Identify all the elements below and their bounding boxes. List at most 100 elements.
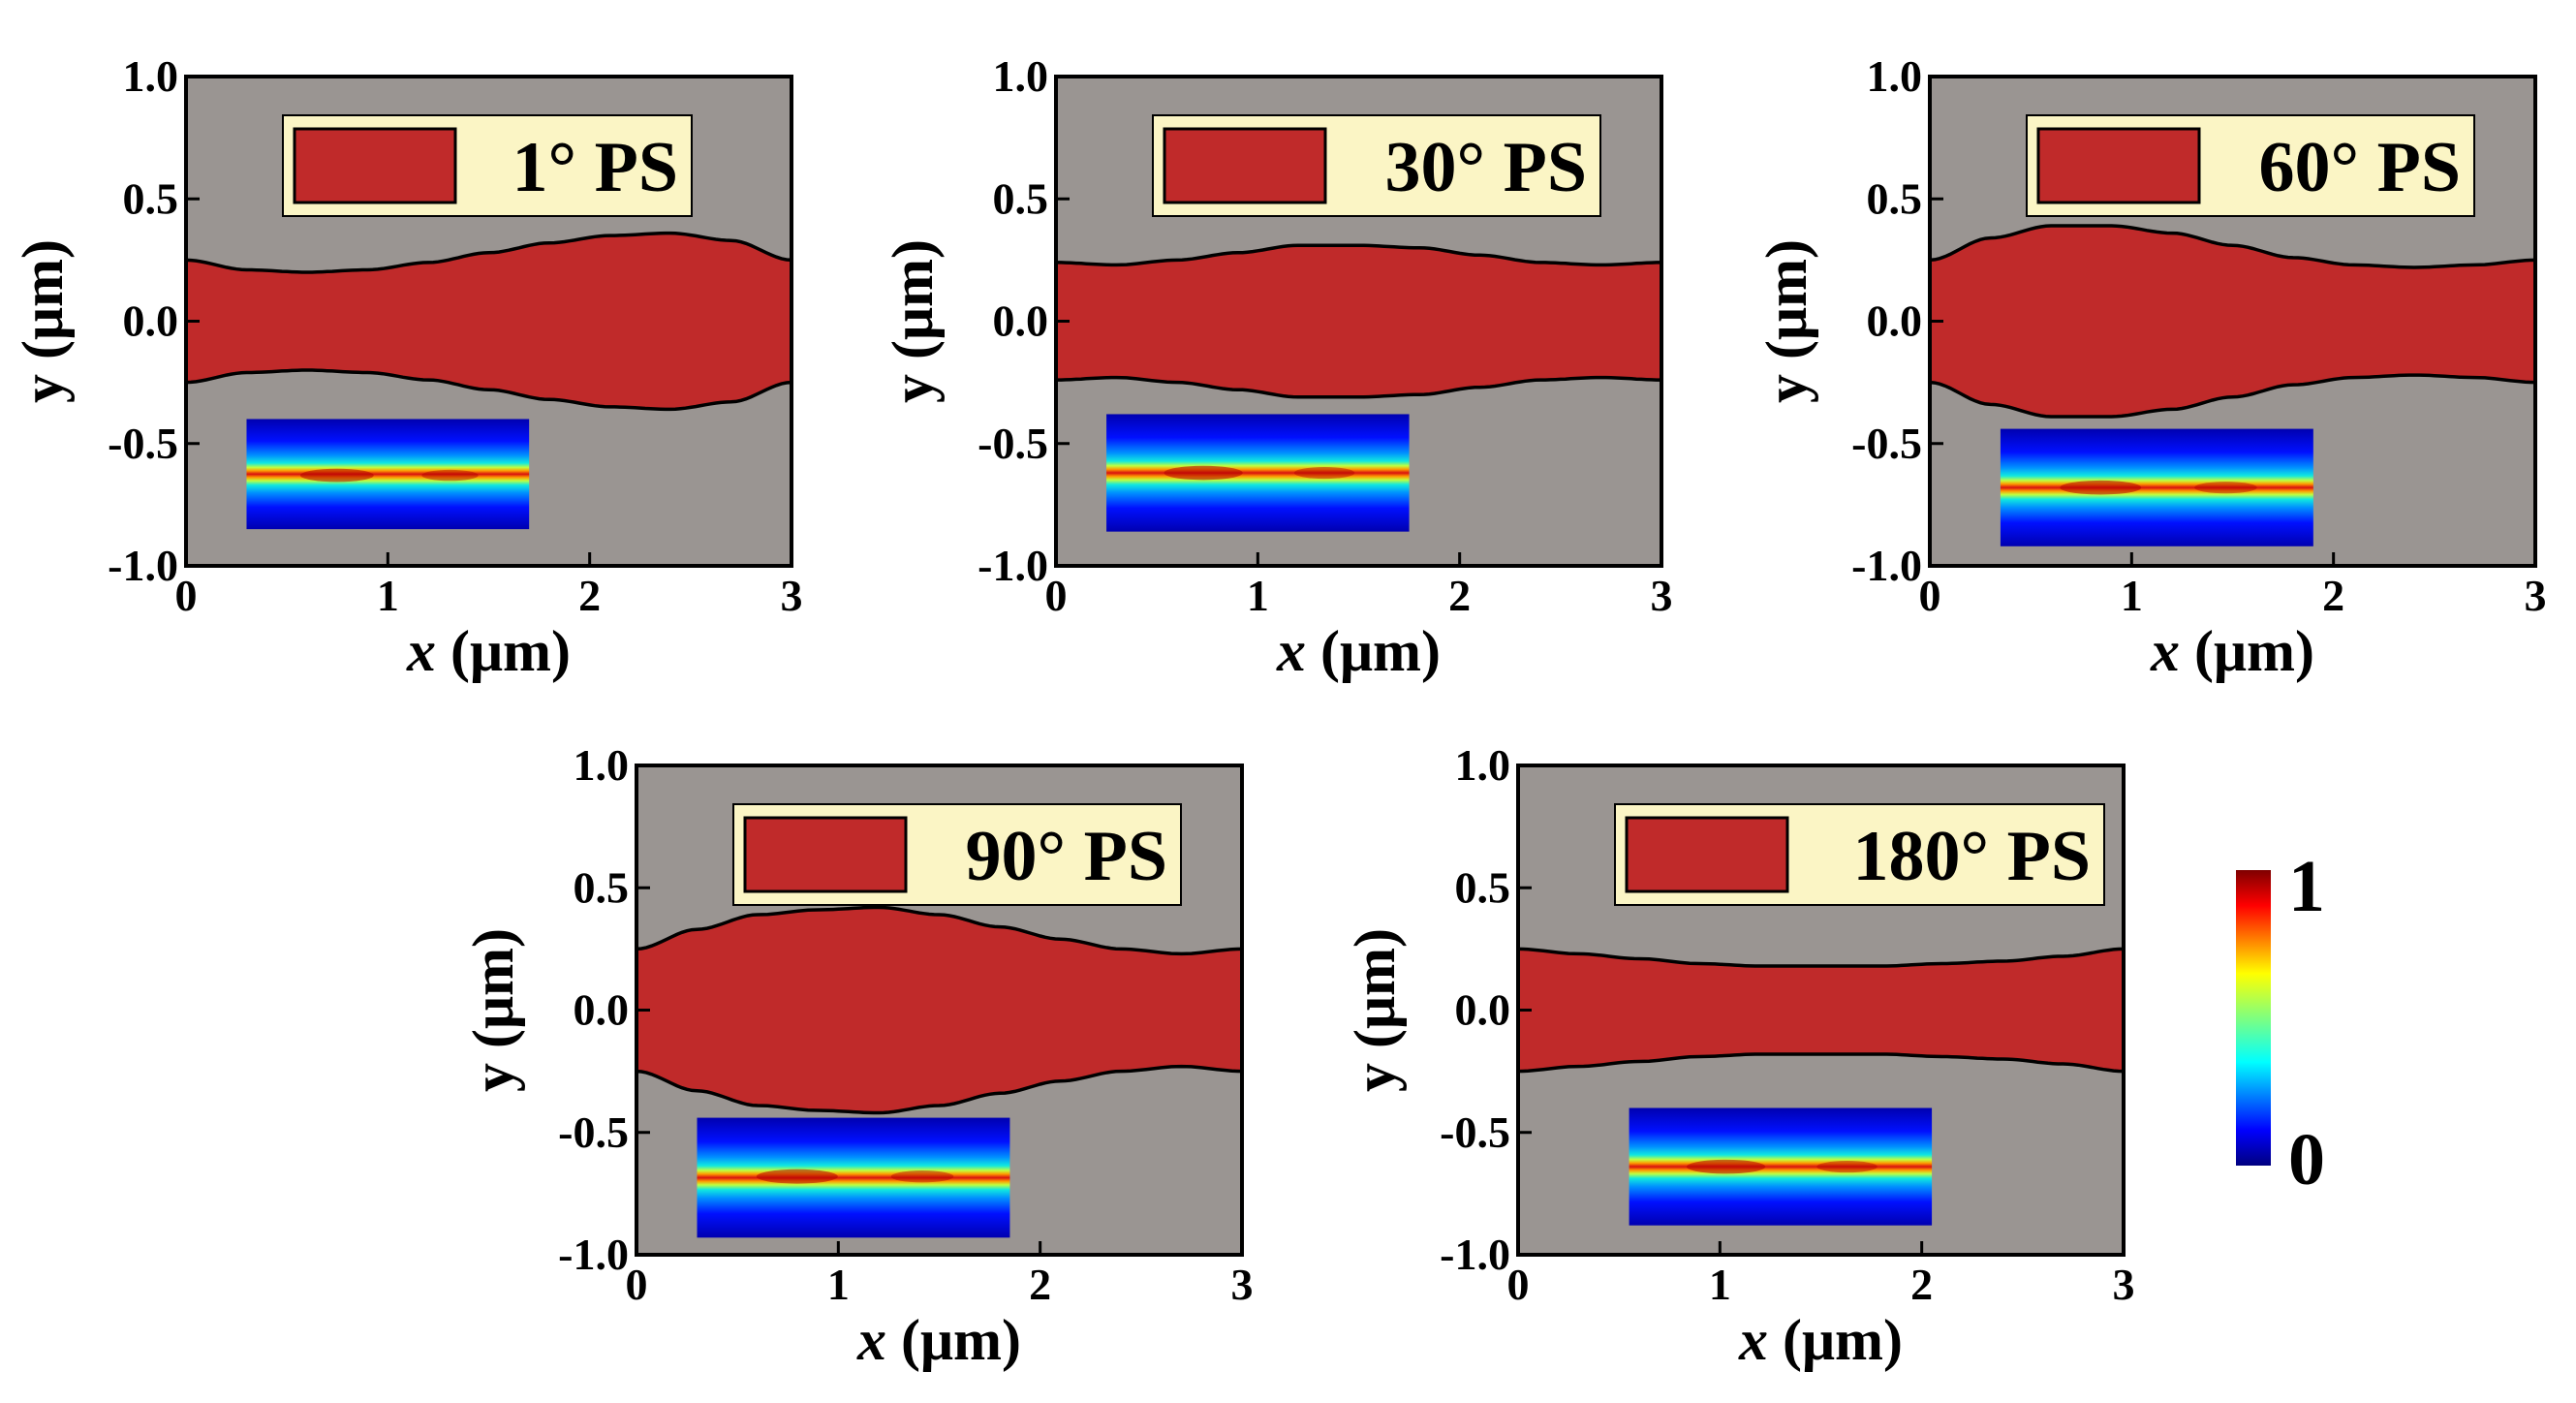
waveguide-lower-edge bbox=[1517, 1052, 2125, 1074]
x-tick-label: 2 bbox=[1029, 1260, 1051, 1309]
colorbar: 1 0 bbox=[2236, 846, 2325, 1200]
panels: 1° PS0 1 2 31.00.50.0-0.5-1.0x (μm)y (μm)30… bbox=[11, 51, 2547, 1372]
x-tick-label: 0 bbox=[1919, 571, 1941, 620]
x-tick-label: 2 bbox=[1910, 1260, 1933, 1309]
y-tick-label: -0.5 bbox=[558, 1107, 629, 1157]
y-tick-label: -1.0 bbox=[1440, 1230, 1510, 1279]
y-tick-label: 1.0 bbox=[574, 740, 630, 790]
y-axis-label: y (μm) bbox=[1754, 239, 1818, 403]
colorbar-gradient bbox=[2236, 870, 2271, 1166]
x-axis-unit: (μm) bbox=[1306, 619, 1441, 683]
x-tick-label: 2 bbox=[578, 571, 601, 620]
x-tick-label: 3 bbox=[2113, 1260, 2135, 1309]
x-tick-label: 2 bbox=[1448, 571, 1471, 620]
x-tick-label: 1 bbox=[827, 1260, 850, 1309]
waveguide-upper-edge bbox=[1056, 243, 1661, 267]
waveguide-upper-edge bbox=[636, 905, 1243, 956]
field-intensity-inset bbox=[1629, 1107, 1933, 1226]
x-tick-label: 3 bbox=[2525, 571, 2547, 620]
x-axis-variable: x bbox=[1276, 619, 1306, 683]
legend-swatch bbox=[1163, 127, 1327, 204]
y-axis-label: y (μm) bbox=[11, 239, 75, 403]
y-tick-label: -0.5 bbox=[978, 419, 1048, 468]
x-tick-label: 2 bbox=[2322, 571, 2344, 620]
waveguide-region bbox=[636, 907, 1242, 1113]
x-tick-label: 0 bbox=[1507, 1260, 1530, 1309]
y-tick-label: 0.0 bbox=[574, 985, 630, 1035]
x-axis-variable: x bbox=[856, 1308, 886, 1372]
y-tick-label: 1.0 bbox=[1867, 51, 1923, 101]
x-axis-unit: (μm) bbox=[436, 619, 571, 683]
y-tick-label: 0.5 bbox=[574, 862, 630, 912]
x-tick-label: 1 bbox=[1709, 1260, 1731, 1309]
legend-swatch bbox=[2036, 127, 2201, 204]
waveguide-lower-edge bbox=[1929, 373, 2536, 419]
field-intensity-inset bbox=[697, 1117, 1010, 1238]
legend-swatch bbox=[743, 816, 908, 893]
x-tick-label: 0 bbox=[1045, 571, 1068, 620]
x-axis-label: x (μm) bbox=[2150, 619, 2314, 683]
x-tick-label: 1 bbox=[377, 571, 399, 620]
panel-3: 60° PS 0 1 2 3 1.0 0.5 0.0 -0.5 -1.0 x (μm) y (μm) bbox=[1754, 51, 2547, 683]
x-axis-variable: x bbox=[406, 619, 436, 683]
x-axis-unit: (μm) bbox=[2180, 619, 2314, 683]
waveguide-upper-edge bbox=[1517, 947, 2125, 968]
y-tick-label: 1.0 bbox=[993, 51, 1049, 101]
waveguide-region bbox=[1518, 949, 2124, 1072]
y-tick-label: 0.5 bbox=[123, 173, 179, 223]
field-hotspot bbox=[890, 1170, 954, 1183]
field-hotspot bbox=[1816, 1161, 1878, 1173]
x-tick-label: 3 bbox=[1651, 571, 1673, 620]
panel-5: 180° PS 0 1 2 3 1.0 0.5 0.0 -0.5 -1.0 x (μm) y (μm) bbox=[1343, 740, 2135, 1372]
x-axis-unit: (μm) bbox=[1768, 1308, 1903, 1372]
panel-1: 1° PS 0 1 2 3 1.0 0.5 0.0 -0.5 -1.0 x (μm) y (μm) bbox=[11, 51, 803, 683]
y-tick-label: 0.0 bbox=[1867, 296, 1923, 346]
field-hotspot bbox=[1686, 1159, 1766, 1174]
waveguide-region bbox=[1930, 226, 2535, 417]
y-axis-label: y (μm) bbox=[881, 239, 945, 403]
waveguide-region bbox=[1056, 245, 1661, 397]
field-intensity-inset bbox=[2000, 428, 2313, 546]
legend-label: 180° PS bbox=[1853, 817, 2091, 896]
x-axis-unit: (μm) bbox=[886, 1308, 1021, 1372]
y-tick-label: -1.0 bbox=[558, 1230, 629, 1279]
field-hotspot bbox=[2194, 482, 2257, 494]
legend-label: 30° PS bbox=[1385, 128, 1587, 207]
waveguide-upper-edge bbox=[1929, 224, 2536, 269]
y-tick-label: 0.0 bbox=[1455, 985, 1511, 1035]
x-tick-label: 3 bbox=[1231, 1260, 1254, 1309]
field-hotspot bbox=[2060, 480, 2142, 495]
field-intensity-inset bbox=[1106, 414, 1410, 532]
colorbar-max-label: 1 bbox=[2288, 846, 2325, 927]
y-tick-label: 0.5 bbox=[1455, 862, 1511, 912]
panel-4: 90° PS 0 1 2 3 1.0 0.5 0.0 -0.5 -1.0 x (μm) y (μm) bbox=[461, 740, 1254, 1372]
field-hotspot bbox=[1164, 465, 1243, 481]
y-tick-label: -1.0 bbox=[1851, 541, 1922, 590]
field-intensity-inset bbox=[246, 419, 530, 530]
x-axis-variable: x bbox=[1738, 1308, 1768, 1372]
x-axis-label: x (μm) bbox=[1738, 1308, 1903, 1372]
x-tick-label: 0 bbox=[626, 1260, 648, 1309]
legend-label: 90° PS bbox=[966, 817, 1167, 896]
y-tick-label: 1.0 bbox=[123, 51, 179, 101]
y-tick-label: 1.0 bbox=[1455, 740, 1511, 790]
x-tick-label: 0 bbox=[175, 571, 198, 620]
waveguide-lower-edge bbox=[1056, 375, 1661, 399]
legend-swatch bbox=[293, 127, 457, 204]
waveguide-upper-edge bbox=[185, 231, 792, 274]
legend-swatch bbox=[1625, 816, 1789, 893]
y-axis-label: y (μm) bbox=[1343, 928, 1407, 1092]
field-hotspot bbox=[421, 469, 479, 482]
field-hotspot bbox=[756, 1169, 838, 1184]
y-tick-label: 0.0 bbox=[123, 296, 179, 346]
y-tick-label: -1.0 bbox=[108, 541, 178, 590]
field-hotspot bbox=[299, 468, 374, 483]
y-tick-label: -0.5 bbox=[1440, 1107, 1510, 1157]
waveguide-region bbox=[186, 233, 791, 410]
y-tick-label: 0.0 bbox=[993, 296, 1049, 346]
y-tick-label: -0.5 bbox=[1851, 419, 1922, 468]
x-axis-label: x (μm) bbox=[1276, 619, 1441, 683]
y-tick-label: -1.0 bbox=[978, 541, 1048, 590]
y-tick-label: 0.5 bbox=[993, 173, 1049, 223]
